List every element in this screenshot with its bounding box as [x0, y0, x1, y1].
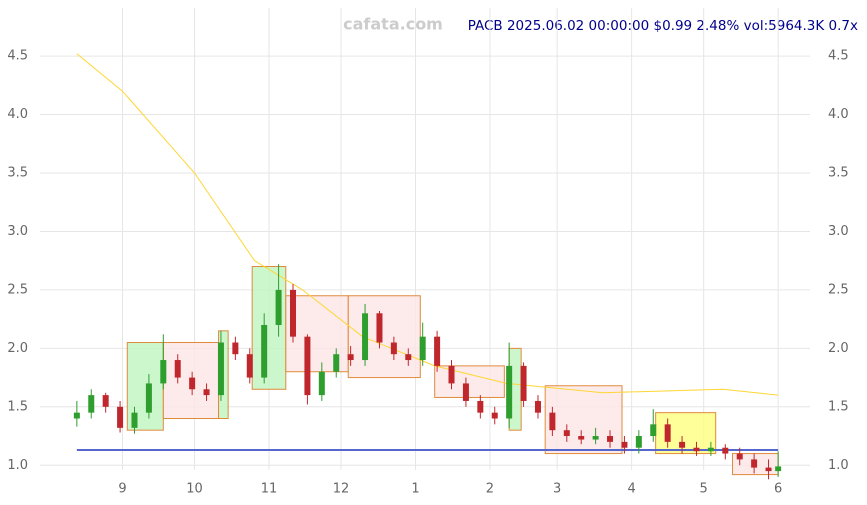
candle-body [506, 365, 513, 419]
candle-body [160, 360, 167, 384]
y-tick-label-right: 1.5 [828, 399, 849, 414]
candle-body [275, 289, 282, 325]
candle-body [592, 436, 599, 440]
y-tick-label: 2.0 [7, 341, 28, 356]
zone [655, 412, 717, 455]
candle-body [390, 342, 397, 355]
candle-body [491, 412, 498, 419]
zone [347, 295, 421, 379]
candle-body [145, 383, 152, 413]
candle-body [664, 424, 671, 442]
candle-body [261, 324, 268, 378]
candle-body [462, 383, 469, 401]
watermark: cafata.com [343, 15, 443, 34]
y-tick-label: 1.0 [7, 458, 28, 473]
x-tick-label: 4 [627, 482, 635, 497]
candle-body [347, 354, 354, 361]
candle-body [405, 354, 412, 361]
y-tick-label: 1.5 [7, 399, 28, 414]
candle-body [621, 441, 628, 448]
candle-body [578, 436, 585, 440]
x-tick-label: 12 [333, 482, 350, 497]
candle-body [290, 289, 297, 337]
y-tick-label-right: 2.5 [828, 282, 849, 297]
candle-body [232, 342, 239, 355]
candle-body [434, 336, 441, 366]
y-tick-label-right: 3.0 [828, 224, 849, 239]
candle-body [131, 412, 138, 428]
y-tick-label: 3.5 [7, 166, 28, 181]
y-tick-label-right: 4.0 [828, 107, 849, 122]
candle-body [246, 354, 253, 378]
x-tick-label: 1 [411, 482, 419, 497]
candle-body [607, 436, 614, 442]
candle-body [102, 395, 109, 407]
candle-body [707, 447, 714, 452]
candle-body [693, 447, 700, 452]
candle-body [650, 424, 657, 437]
candle-body [563, 430, 570, 437]
x-tick-label: 5 [700, 482, 708, 497]
candle-body [217, 342, 224, 396]
candle-body [679, 441, 686, 448]
y-tick-label-right: 1.0 [828, 458, 849, 473]
candle-body [117, 406, 124, 428]
x-tick-label: 10 [186, 482, 203, 497]
candle-body [448, 365, 455, 384]
y-tick-label: 4.0 [7, 107, 28, 122]
y-tick-label: 2.5 [7, 282, 28, 297]
candle-body [174, 360, 181, 378]
candle-body [722, 447, 729, 454]
candle-body [203, 389, 210, 396]
candle-body [751, 459, 758, 468]
y-tick-label: 3.0 [7, 224, 28, 239]
x-tick-label: 2 [486, 482, 494, 497]
candle-body [419, 336, 426, 361]
y-tick-label-right: 4.5 [828, 49, 849, 64]
chart-title: PACB 2025.06.02 00:00:00 $0.99 2.48% vol… [468, 18, 858, 34]
zone [434, 365, 505, 398]
candle-body [534, 400, 541, 413]
candle-body [765, 467, 772, 472]
x-tick-label: 9 [118, 482, 126, 497]
candle-body [189, 377, 196, 390]
candle-body [376, 313, 383, 343]
candle-body [520, 365, 527, 401]
candle-body [88, 395, 95, 413]
y-tick-label-right: 2.0 [828, 341, 849, 356]
candle-body [775, 466, 782, 472]
candle-body [333, 354, 340, 372]
candle-body [635, 436, 642, 448]
candle-body [318, 371, 325, 396]
y-tick-label: 4.5 [7, 49, 28, 64]
candle-body [477, 400, 484, 413]
candle-body [362, 313, 369, 361]
x-tick-label: 11 [261, 482, 278, 497]
zone [251, 266, 287, 390]
y-tick-label-right: 3.5 [828, 166, 849, 181]
candle-body [73, 412, 80, 419]
candle-body [304, 336, 311, 396]
candle-body [549, 412, 556, 431]
x-tick-label: 6 [774, 482, 782, 497]
x-tick-label: 3 [553, 482, 561, 497]
candle-body [736, 453, 743, 460]
zone [544, 385, 623, 455]
